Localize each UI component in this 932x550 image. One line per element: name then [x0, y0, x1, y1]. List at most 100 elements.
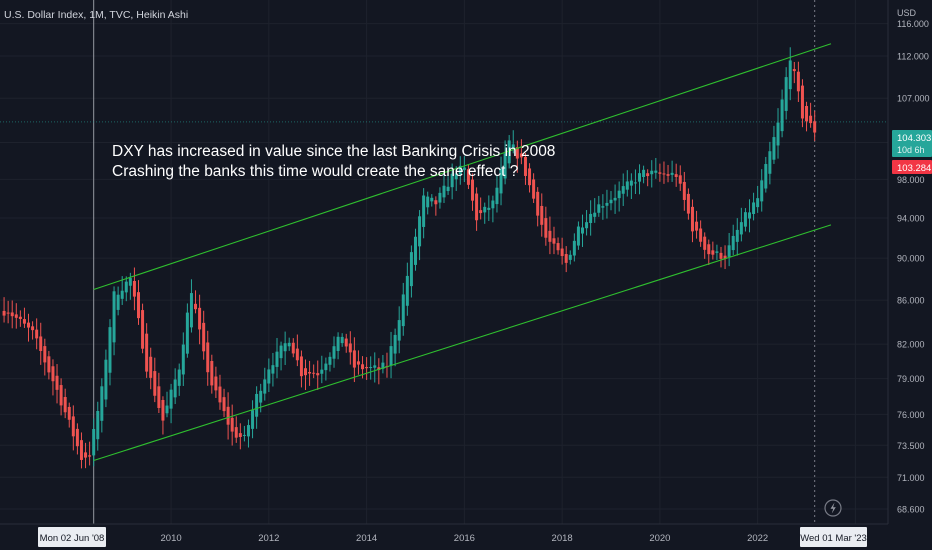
candle-body [629, 180, 633, 186]
candle-body [222, 397, 226, 412]
candle-body [727, 245, 731, 257]
candle-body [511, 144, 515, 149]
candle-body [780, 99, 784, 132]
candle-body [796, 71, 800, 92]
chart-title: U.S. Dollar Index, 1M, TVC, Heikin Ashi [4, 9, 189, 21]
candle-body [454, 173, 458, 180]
lightning-icon [830, 502, 836, 514]
candle-body [658, 172, 662, 174]
price-tick-label: 90.000 [897, 254, 925, 264]
candle-body [625, 181, 629, 190]
price-tick-label: 116.000 [897, 19, 929, 29]
candle-body [234, 427, 238, 438]
candle-body [47, 356, 51, 373]
candle-body [532, 179, 536, 199]
candle-body [483, 206, 487, 213]
candle-body [491, 200, 495, 209]
candle-body [59, 385, 63, 406]
candle-body [75, 428, 79, 447]
candle-body [112, 291, 116, 343]
candle-body [165, 405, 169, 414]
candle-body [731, 235, 735, 251]
candle-body [251, 410, 255, 429]
candle-body [475, 193, 479, 221]
candle-body [141, 310, 145, 349]
time-tick-label: 2016 [454, 533, 475, 544]
price-tick-label: 71.000 [897, 473, 925, 483]
candle-body [788, 60, 792, 90]
candle-body [316, 373, 320, 376]
candle-body [149, 356, 153, 378]
candle-body [564, 254, 568, 263]
candle-body [609, 199, 613, 204]
candle-body [503, 153, 507, 179]
candle-body [674, 174, 678, 178]
candlestick-series[interactable] [2, 47, 817, 469]
candle-body [589, 213, 593, 224]
candle-body [682, 181, 686, 200]
candle-body [27, 322, 31, 328]
candle-body [246, 425, 250, 437]
candle-body [283, 343, 287, 352]
candle-body [145, 333, 149, 372]
candle-body [617, 190, 621, 199]
candle-body [230, 417, 234, 432]
candle-body [552, 238, 556, 244]
candle-body [132, 280, 136, 297]
candle-body [31, 326, 35, 331]
price-tick-label: 86.000 [897, 296, 925, 306]
candle-body [707, 244, 711, 255]
candle-body [287, 342, 291, 347]
candle-body [128, 278, 132, 286]
price-tick-label: 94.000 [897, 213, 925, 223]
candle-body [157, 386, 161, 408]
price-tick-label: 68.600 [897, 505, 925, 515]
candle-body [104, 359, 108, 400]
candle-body [100, 386, 104, 421]
candle-body [263, 379, 267, 394]
candle-body [756, 198, 760, 208]
candle-body [189, 293, 193, 328]
candle-body [255, 393, 259, 417]
candle-body [218, 386, 222, 403]
annotation-text[interactable]: DXY has increased in value since the las… [112, 142, 555, 182]
candle-body [291, 342, 295, 354]
candle-body [613, 197, 617, 201]
time-tick-label: 2018 [552, 533, 573, 544]
candle-body [739, 222, 743, 235]
candle-body [743, 212, 747, 227]
candle-body [666, 174, 670, 176]
candle-body [279, 345, 283, 359]
candle-body [336, 336, 340, 351]
trend-channel[interactable] [93, 43, 832, 462]
candle-body [580, 227, 584, 234]
candle-body [792, 69, 796, 72]
candle-body [43, 346, 47, 363]
candle-body [108, 327, 112, 373]
candle-body [397, 320, 401, 341]
candle-body [633, 182, 637, 184]
channel-upper-line [93, 43, 832, 290]
candle-body [381, 362, 385, 369]
replay-button[interactable] [824, 499, 842, 517]
candle-body [621, 186, 625, 194]
candle-body [340, 336, 344, 344]
candle-body [430, 197, 434, 202]
candle-body [39, 336, 43, 351]
candle-body [295, 348, 299, 361]
candle-body [332, 346, 336, 359]
candle-body [361, 364, 365, 370]
candle-body [324, 363, 328, 371]
candle-body [560, 248, 564, 257]
candle-body [238, 433, 242, 437]
candle-body [356, 361, 360, 365]
candle-body [438, 192, 442, 203]
candle-body [536, 191, 540, 216]
candle-body [67, 406, 71, 420]
last-close-badge: 103.284 [892, 160, 932, 174]
candle-body [638, 173, 642, 182]
crosshair-time-label: Mon 02 Jun '08 [40, 533, 105, 544]
price-tick-label: 79.000 [897, 374, 925, 384]
candle-body [214, 376, 218, 391]
